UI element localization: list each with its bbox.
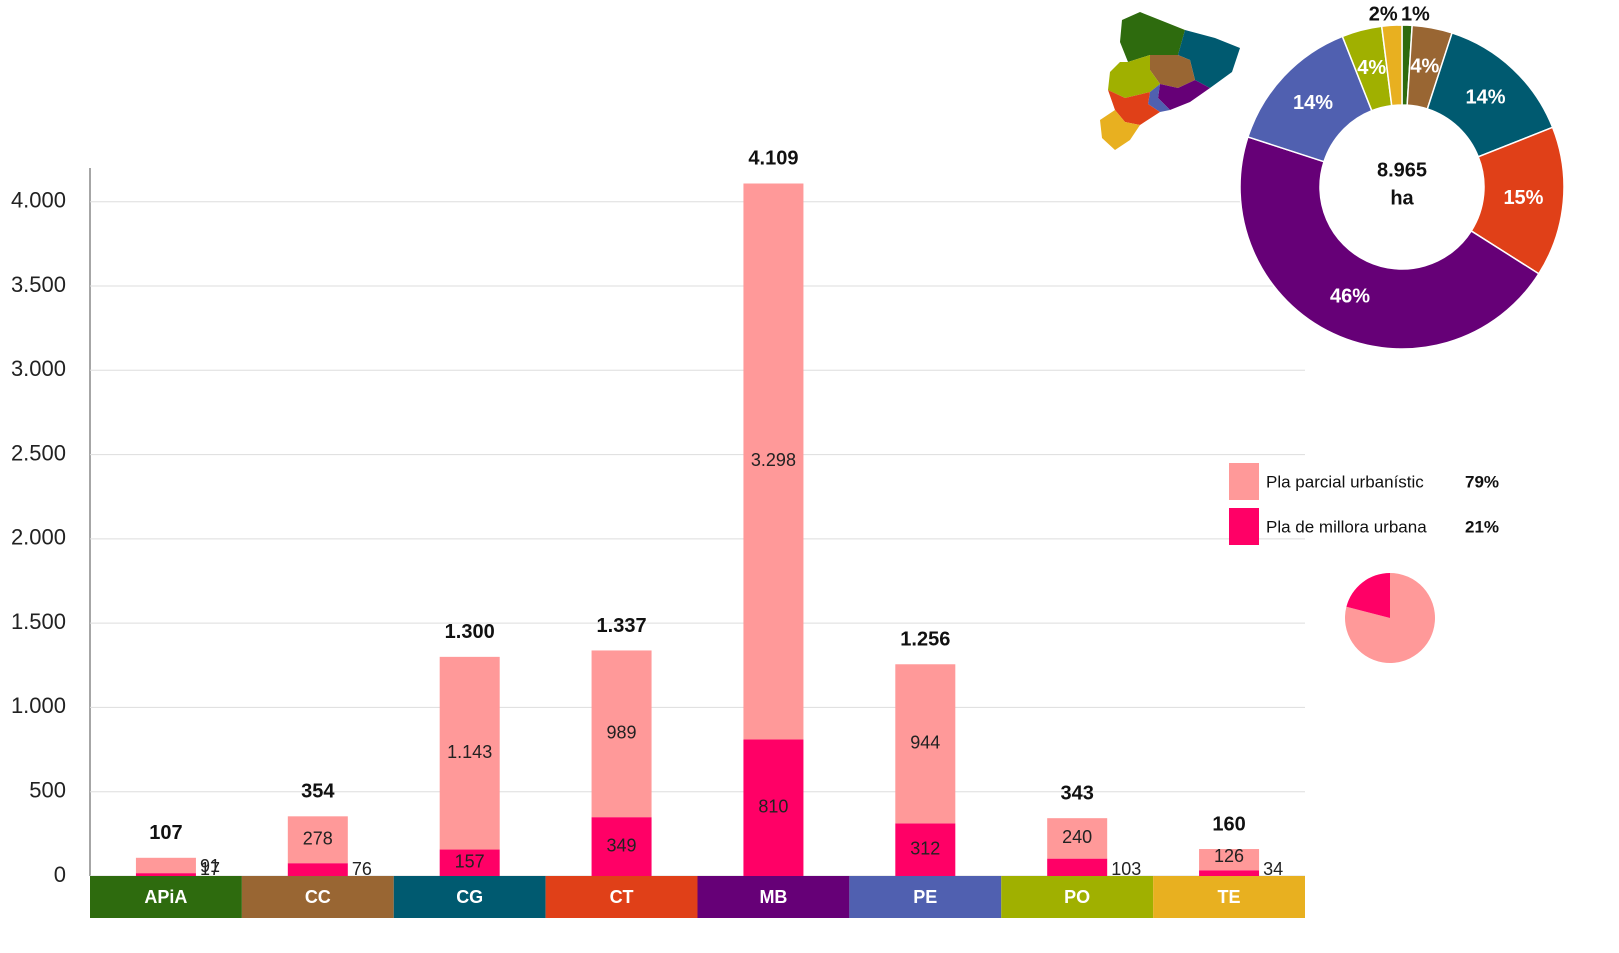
y-tick-label: 2.500 — [11, 440, 66, 465]
donut-segment — [1239, 135, 1540, 350]
data-label: 34 — [1263, 859, 1283, 879]
bar-segment — [895, 664, 956, 824]
donut-label: 1% — [1401, 3, 1430, 25]
bar-segment — [1199, 849, 1260, 871]
category-band — [1153, 876, 1305, 918]
x-tick-label: MB — [759, 887, 787, 907]
category-band — [545, 876, 698, 918]
category-band — [1001, 876, 1154, 918]
data-label: 17 — [200, 859, 220, 879]
data-label: 126 — [1214, 846, 1244, 866]
data-label: 312 — [910, 838, 940, 858]
y-tick-label: 3.500 — [11, 272, 66, 297]
y-tick-label: 500 — [29, 778, 66, 803]
total-label: 107 — [149, 822, 182, 844]
x-tick-label: PE — [913, 887, 937, 907]
legend-percent: 21% — [1465, 517, 1499, 536]
bar-segment — [1199, 870, 1260, 876]
data-label: 349 — [607, 835, 637, 855]
donut-segment — [1380, 24, 1403, 107]
legend-label: Pla de millora urbana — [1266, 517, 1427, 536]
total-label: 1.300 — [445, 621, 495, 643]
data-label: 91 — [200, 856, 220, 876]
category-band — [241, 876, 394, 918]
total-label: 343 — [1061, 782, 1094, 804]
category-band — [697, 876, 850, 918]
data-label: 989 — [607, 723, 637, 743]
pie-segment — [1346, 573, 1390, 618]
x-tick-label: CT — [610, 887, 634, 907]
total-label: 1.337 — [597, 615, 647, 637]
donut-label: 4% — [1410, 55, 1439, 77]
total-label: 1.256 — [900, 629, 950, 651]
center-label: ha — [1390, 187, 1414, 209]
donut-label: 2% — [1369, 4, 1398, 26]
data-label: 278 — [303, 829, 333, 849]
donut-label: 4% — [1357, 57, 1386, 79]
total-label: 160 — [1212, 813, 1245, 835]
bar-segment — [287, 816, 348, 864]
y-tick-label: 4.000 — [11, 188, 66, 213]
legend-swatch — [1229, 463, 1259, 500]
data-label: 76 — [352, 859, 372, 879]
legend-swatch — [1229, 508, 1259, 545]
bar-segment — [743, 183, 804, 740]
data-label: 810 — [758, 796, 788, 816]
data-label: 1.143 — [447, 742, 492, 762]
bar-segment — [895, 823, 956, 876]
x-tick-label: TE — [1218, 887, 1241, 907]
bar-segment — [439, 849, 500, 876]
x-tick-label: APiA — [144, 887, 187, 907]
map — [1100, 12, 1240, 150]
donut-label: 15% — [1503, 187, 1543, 209]
legend-percent: 79% — [1465, 472, 1499, 491]
center-label: 8.965 — [1377, 159, 1427, 181]
bar-segment — [287, 863, 348, 876]
y-tick-label: 1.000 — [11, 693, 66, 718]
bar-segment — [743, 739, 804, 876]
bar-segment — [135, 857, 196, 874]
data-label: 944 — [910, 733, 940, 753]
category-band — [393, 876, 546, 918]
bar-segment — [1047, 858, 1108, 876]
category-band — [849, 876, 1002, 918]
bar-segment — [1047, 818, 1108, 859]
data-label: 3.298 — [751, 450, 796, 470]
y-tick-label: 3.000 — [11, 356, 66, 381]
bar-segment — [591, 650, 652, 818]
total-label: 4.109 — [748, 148, 798, 170]
category-band — [90, 876, 242, 918]
total-label: 354 — [301, 781, 335, 803]
donut-label: 14% — [1293, 92, 1333, 114]
data-label: 240 — [1062, 827, 1092, 847]
legend-label: Pla parcial urbanístic — [1266, 472, 1424, 491]
x-tick-label: CC — [305, 887, 331, 907]
bar-segment — [135, 873, 196, 876]
data-label: 103 — [1111, 859, 1141, 879]
donut-label: 46% — [1330, 286, 1370, 308]
y-tick-label: 1.500 — [11, 609, 66, 634]
donut-label: 14% — [1465, 86, 1505, 108]
data-label: 157 — [455, 852, 485, 872]
bar-segment — [439, 656, 500, 850]
bar-segment — [591, 817, 652, 876]
y-tick-label: 0 — [54, 862, 66, 887]
y-tick-label: 2.000 — [11, 525, 66, 550]
x-tick-label: PO — [1064, 887, 1090, 907]
x-tick-label: CG — [456, 887, 483, 907]
